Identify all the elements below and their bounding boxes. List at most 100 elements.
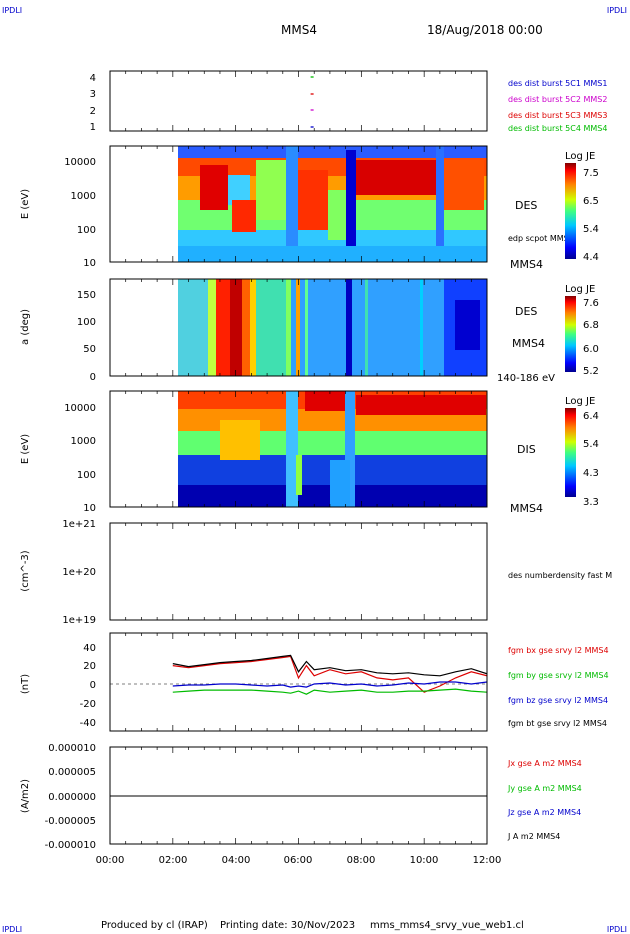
x-tick-label: 10:00: [410, 855, 439, 866]
panel-density: (cm^-3) 1e+21 1e+20 1e+19 des numberdens…: [20, 519, 612, 626]
footer-script-name: mms_mms4_srvy_vue_web1.cl: [370, 920, 524, 931]
colorbar-tick: 7.6: [583, 298, 599, 309]
y-tick-label: 0.000005: [48, 767, 96, 778]
colorbar-title: Log JE: [565, 396, 595, 407]
colorbar-tick: 7.5: [583, 168, 599, 179]
y-tick-label: 0.000010: [48, 743, 96, 754]
field-series-line: [172, 654, 487, 677]
panel-des-energy: E (eV) 10000 1000 100 10 DES edp scpot M…: [20, 145, 599, 271]
legend-entry: fgm bt gse srvy l2 MMS4: [508, 719, 607, 728]
colorbar-tick: 5.4: [583, 439, 599, 450]
spacecraft-label: MMS4: [510, 258, 543, 271]
y-tick-label: 1000: [71, 436, 96, 447]
x-tick-label: 00:00: [96, 855, 125, 866]
legend-entry: Jy gse A m2 MMS4: [507, 784, 582, 793]
x-tick-label: 04:00: [222, 855, 251, 866]
y-axis-label: (cm^-3): [20, 550, 31, 591]
overlay-label: edp scpot MMS4: [508, 234, 574, 243]
colorbar-title: Log JE: [565, 284, 595, 295]
footer-produced-by: Produced by cl (IRAP): [101, 920, 208, 931]
panel-dis-energy: E (eV) 10000 1000 100 10 DIS MMS4 Log JE…: [20, 390, 599, 515]
x-tick-label: 02:00: [159, 855, 188, 866]
panel-frame: [109, 70, 488, 132]
colorbar-tick: 6.0: [583, 344, 599, 355]
y-tick-label: 20: [83, 661, 96, 672]
footer-printing-date: Printing date: 30/Nov/2023: [220, 920, 355, 931]
legend-entry: des dist burst 5C4 MMS4: [508, 124, 607, 133]
x-tick-label: 12:00: [473, 855, 502, 866]
y-tick-label: -0.000010: [45, 840, 96, 851]
y-tick-label: 1000: [71, 191, 96, 202]
legend-entry: Jx gse A m2 MMS4: [507, 759, 582, 768]
y-tick-label: 100: [77, 470, 96, 481]
colorbar-tick: 5.2: [583, 366, 599, 377]
y-axis-label: E (eV): [20, 434, 31, 464]
y-tick-label: -40: [80, 718, 96, 729]
legend-entry: Jz gse A m2 MMS4: [507, 808, 581, 817]
y-tick-label: 10: [83, 258, 96, 269]
y-tick-label: 4: [90, 73, 96, 84]
y-tick-label: 100: [77, 225, 96, 236]
y-tick-label: 0.000000: [48, 792, 96, 803]
x-tick-label: 06:00: [284, 855, 313, 866]
corner-label-bl: IPDLI: [2, 925, 22, 934]
y-tick-label: 50: [83, 344, 96, 355]
spacecraft-title: MMS4: [281, 23, 317, 37]
spacecraft-label: MMS4: [510, 502, 543, 515]
y-tick-label: 40: [83, 643, 96, 654]
field-series-line: [172, 688, 487, 695]
y-tick-label: 10000: [64, 157, 96, 168]
datetime-title: 18/Aug/2018 00:00: [427, 23, 543, 37]
panel-frame: [109, 522, 488, 621]
y-tick-label: 1e+19: [62, 615, 96, 626]
y-axis-label: (nT): [20, 674, 31, 694]
panel-current-density: (A/m2) 0.000010 0.000005 0.000000 -0.000…: [20, 743, 582, 851]
y-tick-label: 10000: [64, 403, 96, 414]
spectrogram-image: [178, 391, 487, 507]
y-tick-label: 3: [90, 89, 96, 100]
corner-label-br: IPDLI: [607, 925, 627, 934]
legend-entry: J A m2 MMS4: [507, 832, 560, 841]
colorbar-tick: 6.5: [583, 196, 599, 207]
colorbar-tick: 4.4: [583, 252, 599, 263]
panel-des-pitch: a (deg) 150 100 50 0 DES MMS4 140-186 eV…: [20, 278, 599, 384]
colorbar: [565, 163, 576, 259]
corner-label-tr: IPDLI: [607, 6, 627, 15]
x-axis-ticks: [109, 71, 488, 844]
legend-entry: fgm by gse srvy l2 MMS4: [508, 671, 609, 680]
legend-entry: des numberdensity fast M: [508, 571, 612, 580]
instrument-label: DIS: [517, 443, 536, 456]
y-axis-label: a (deg): [20, 309, 31, 345]
panel-frame: [109, 632, 488, 732]
y-tick-label: 10: [83, 503, 96, 514]
y-tick-label: 100: [77, 317, 96, 328]
colorbar-tick: 6.4: [583, 411, 599, 422]
colorbar: [565, 296, 576, 372]
colorbar-tick: 3.3: [583, 497, 599, 508]
legend-entry: des dist burst 5C2 MMS2: [508, 95, 607, 104]
colorbar: [565, 408, 576, 497]
spectrogram-image: [178, 279, 487, 376]
y-tick-label: 2: [90, 106, 96, 117]
y-tick-label: 0: [90, 680, 96, 691]
instrument-label: DES: [515, 305, 537, 318]
y-tick-label: 150: [77, 290, 96, 301]
colorbar-title: Log JE: [565, 151, 595, 162]
y-tick-label: 1e+20: [62, 567, 96, 578]
colorbar-tick: 4.3: [583, 468, 599, 479]
y-axis-label: (A/m2): [20, 779, 31, 813]
legend-entry: fgm bx gse srvy l2 MMS4: [508, 646, 609, 655]
colorbar-tick: 5.4: [583, 224, 599, 235]
panel-magnetic-field: (nT) 40 20 0 -20 -40 fgm bx gse srvy l2 …: [20, 632, 609, 732]
legend-entry: des dist burst 5C1 MMS1: [508, 79, 607, 88]
y-tick-label: -0.000005: [45, 816, 96, 827]
instrument-label: DES: [515, 199, 537, 212]
field-series-line: [172, 681, 487, 688]
spacecraft-label: MMS4: [512, 337, 545, 350]
colorbar-tick: 6.8: [583, 320, 599, 331]
x-tick-label: 08:00: [347, 855, 376, 866]
y-tick-label: -20: [80, 699, 96, 710]
field-series-line: [172, 655, 487, 693]
legend-entry: des dist burst 5C3 MMS3: [508, 111, 607, 120]
